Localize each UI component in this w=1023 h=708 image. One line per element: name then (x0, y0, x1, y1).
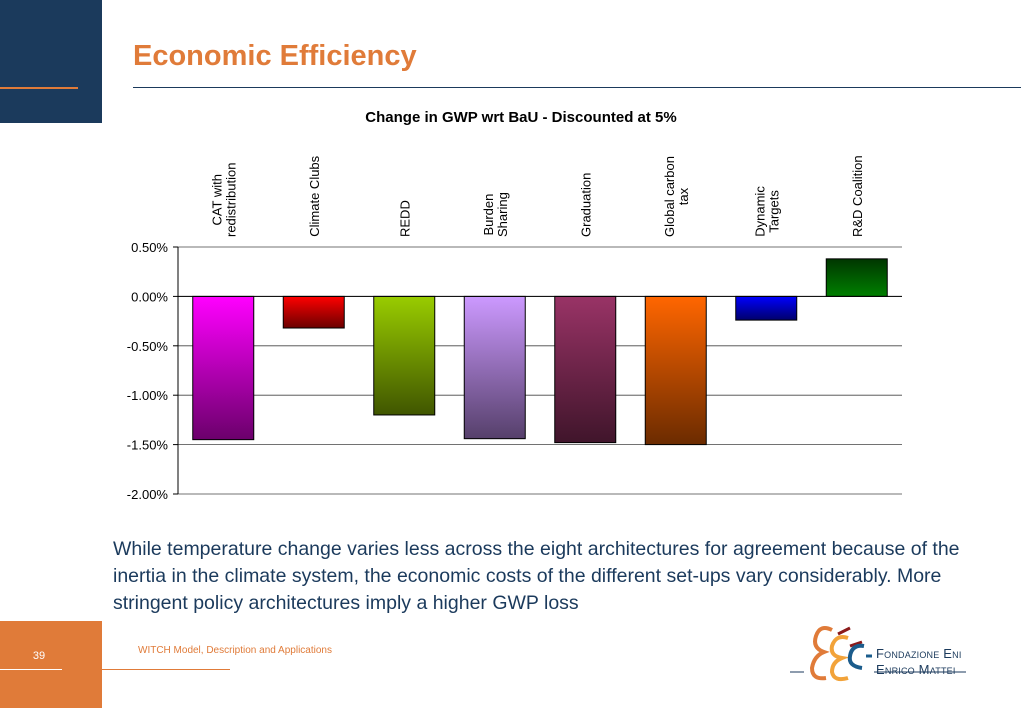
bar (554, 295, 617, 444)
bar (282, 295, 345, 329)
page-number: 39 (32, 650, 46, 662)
category-label: Graduation (578, 173, 593, 237)
y-tick-label: -0.50% (127, 339, 169, 354)
feem-logo-text: Fondazione Eni Enrico Mattei (876, 646, 962, 678)
chart-svg: Change in GWP wrt BaU - Discounted at 5%… (127, 109, 902, 502)
bar (192, 295, 255, 441)
y-tick-label: -1.00% (127, 388, 169, 403)
category-label: Climate Clubs (307, 155, 322, 236)
footer-accent-block (0, 621, 102, 708)
page-title: Economic Efficiency (133, 40, 417, 72)
title-divider (133, 87, 1021, 88)
footer-divider (102, 669, 230, 670)
y-tick-label: 0.50% (131, 240, 168, 255)
category-label: DynamicTargets (752, 186, 781, 237)
y-tick-label: 0.00% (131, 289, 168, 304)
feem-logo-icon (790, 626, 966, 682)
category-label: R&D Coalition (850, 155, 865, 237)
logo-line-2: Enrico Mattei (876, 662, 956, 677)
logo-line-1: Fondazione Eni (876, 646, 962, 661)
footer-caption: WITCH Model, Description and Application… (138, 645, 332, 656)
footer-accent-line (0, 669, 62, 670)
y-tick-label: -2.00% (127, 487, 169, 502)
y-tick-label: -1.50% (127, 438, 169, 453)
header-accent-line (0, 87, 78, 89)
chart-title: Change in GWP wrt BaU - Discounted at 5% (365, 109, 676, 126)
category-label: REDD (397, 200, 412, 237)
bar (735, 295, 798, 321)
header-accent-block (0, 0, 102, 123)
category-label: Global carbontax (662, 156, 691, 237)
body-paragraph: While temperature change varies less acr… (113, 538, 960, 614)
category-label: BurdenSharing (481, 192, 510, 237)
bar (644, 295, 707, 446)
bar (373, 295, 436, 416)
bar (463, 295, 526, 440)
category-label: CAT withredistribution (209, 163, 238, 237)
bar (825, 258, 888, 297)
bar-chart: Change in GWP wrt BaU - Discounted at 5%… (0, 95, 1023, 515)
